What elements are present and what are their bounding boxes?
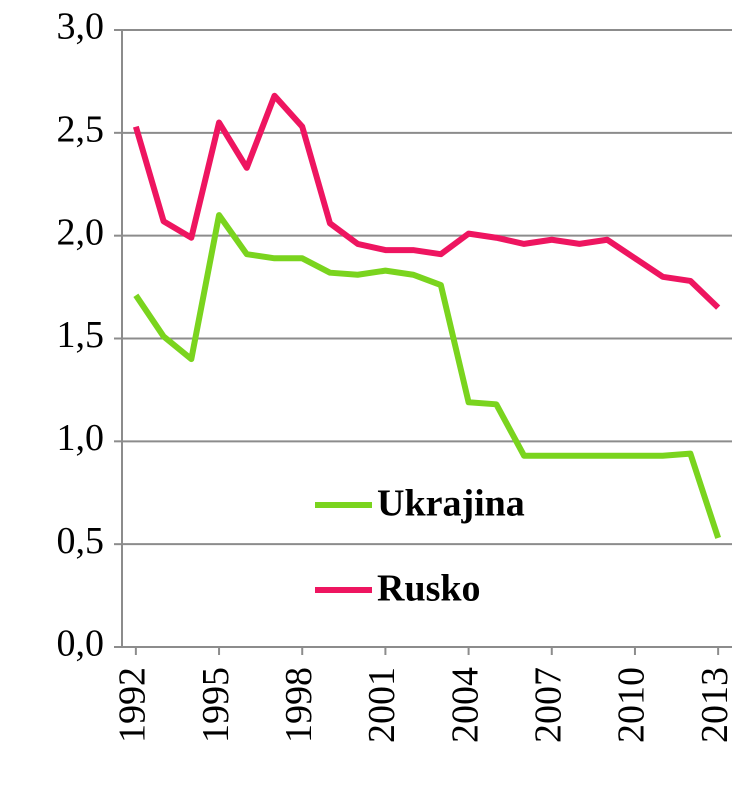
legend-label: Rusko xyxy=(377,568,481,610)
series-line xyxy=(132,92,721,310)
y-tick-label: 1,5 xyxy=(57,314,105,356)
x-tick-label: 2007 xyxy=(527,667,569,743)
y-tick-label: 2,0 xyxy=(57,211,105,253)
x-tick-label: 2010 xyxy=(611,667,653,743)
y-tick-label: 0,5 xyxy=(57,520,105,562)
y-tick-label: 1,0 xyxy=(57,417,105,459)
x-tick-label: 1998 xyxy=(278,667,320,743)
y-tick-label: 2,5 xyxy=(57,109,105,151)
x-tick-label: 1992 xyxy=(112,667,154,743)
y-tick-label: 3,0 xyxy=(57,6,105,48)
x-tick-label: 1995 xyxy=(195,667,237,743)
x-tick-label: 2004 xyxy=(444,667,486,743)
series-line xyxy=(133,212,721,539)
y-tick-label: 0,0 xyxy=(57,623,105,665)
x-tick-label: 2001 xyxy=(361,667,403,743)
x-tick-label: 2013 xyxy=(694,667,736,743)
legend-label: Ukrajina xyxy=(377,483,525,525)
